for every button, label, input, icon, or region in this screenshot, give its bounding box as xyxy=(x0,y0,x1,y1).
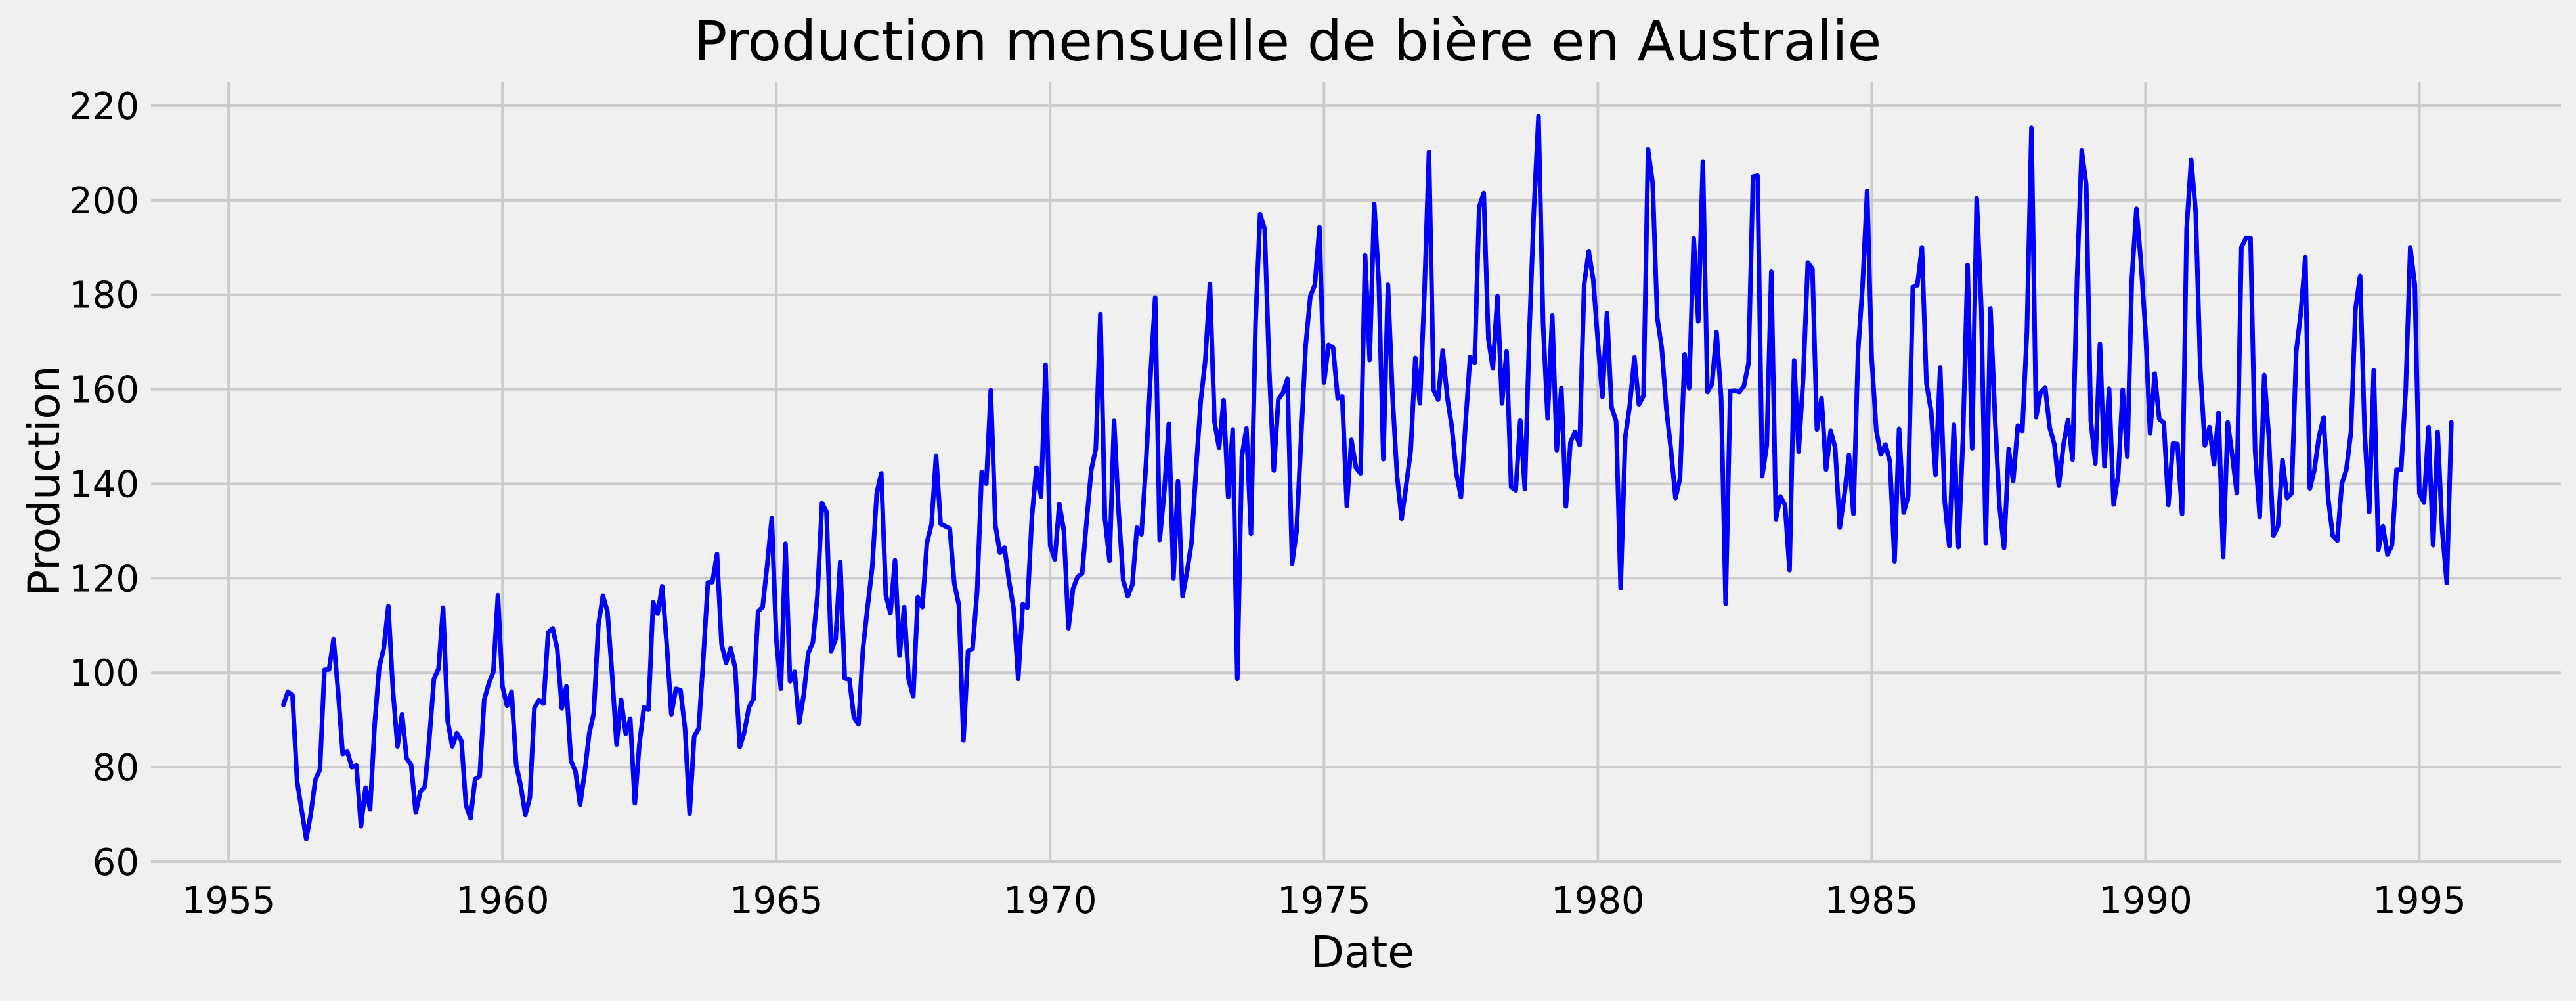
y-tick-label: 80 xyxy=(93,747,139,790)
tick-label-layer: 1955 1960 1965 1970 1975 1980 1985 1990 1995 60 80… xyxy=(69,85,2466,922)
y-tick-label: 160 xyxy=(69,369,139,412)
y-tick-label: 220 xyxy=(69,85,139,128)
y-tick-label: 60 xyxy=(93,841,139,884)
y-axis-title: Production xyxy=(19,365,70,596)
x-tick-label: 1970 xyxy=(1003,879,1097,922)
x-tick-label: 1995 xyxy=(2372,879,2466,922)
x-tick-label: 1965 xyxy=(730,879,823,922)
x-tick-label: 1990 xyxy=(2099,879,2193,922)
grid-layer xyxy=(151,82,2561,863)
x-tick-label: 1985 xyxy=(1825,879,1919,922)
x-axis-title: Date xyxy=(1311,927,1414,977)
series-line-0 xyxy=(281,114,2454,841)
x-tick-label: 1980 xyxy=(1551,879,1645,922)
x-tick-label: 1955 xyxy=(182,879,276,922)
chart-title: Production mensuelle de bière en Austral… xyxy=(694,9,1882,74)
y-tick-label: 100 xyxy=(69,652,139,695)
y-tick-label: 200 xyxy=(69,180,139,223)
x-tick-label: 1975 xyxy=(1277,879,1371,922)
x-tick-label: 1960 xyxy=(456,879,550,922)
series-layer xyxy=(281,114,2454,841)
y-tick-label: 140 xyxy=(69,463,139,506)
y-tick-label: 180 xyxy=(69,275,139,317)
y-tick-label: 120 xyxy=(69,558,139,600)
